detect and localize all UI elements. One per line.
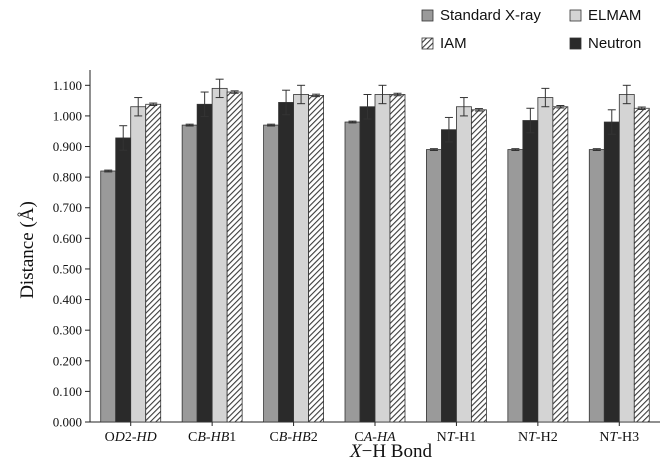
bar (389, 94, 406, 423)
bar (359, 106, 376, 423)
legend-swatch (421, 37, 434, 50)
bar (374, 94, 391, 423)
legend-label: ELMAM (588, 7, 641, 24)
bar (196, 103, 213, 423)
y-tick-label: 0.100 (53, 384, 82, 399)
bar (145, 103, 162, 423)
bar (263, 124, 279, 423)
legend-swatch (421, 9, 434, 22)
bar (293, 94, 309, 423)
x-tick-label: NT-H2 (518, 430, 558, 445)
x-tick-label: CB-HB2 (269, 430, 317, 445)
y-tick-label: 1.000 (53, 108, 82, 123)
y-tick-label: 0.400 (53, 292, 82, 307)
y-tick-label: 0.800 (53, 170, 82, 185)
chart-legend: Standard X-ray ELMAM IAM Neutron (421, 7, 641, 52)
bar (211, 87, 228, 423)
legend-label: IAM (440, 35, 467, 52)
x-tick-label: NT-H3 (599, 430, 639, 445)
bar (344, 121, 361, 423)
bar (588, 149, 605, 423)
bar (456, 106, 472, 423)
x-tick-label: CA-HA (354, 430, 396, 445)
bar (100, 170, 117, 423)
y-axis-title: Distance (Å) (17, 201, 38, 299)
bar (603, 121, 620, 423)
y-tick-label: 0.900 (53, 139, 82, 154)
bar (618, 94, 635, 423)
y-tick-label: 0.700 (53, 200, 82, 215)
y-tick-label: 0.600 (53, 231, 82, 246)
chart-axes: 0.000 0.100 0.200 0.300 0.400 0.500 0.600 0.700… (53, 70, 660, 445)
bar (552, 106, 569, 423)
bar (181, 124, 198, 423)
bar (507, 149, 524, 423)
x-tick-label: NT-H1 (437, 430, 477, 445)
bar (278, 102, 294, 423)
y-tick-label: 0.000 (53, 415, 82, 430)
y-tick-label: 1.100 (53, 78, 82, 93)
bar (426, 149, 442, 423)
y-tick-label: 0.200 (53, 353, 82, 368)
y-tick-label: 0.300 (53, 323, 82, 338)
bar (130, 106, 147, 423)
legend-swatch (569, 37, 582, 50)
legend-label: Standard X-ray (440, 7, 541, 24)
bar (226, 91, 243, 423)
bar (522, 120, 539, 423)
bar (115, 137, 132, 423)
bar (537, 97, 554, 423)
legend-swatch (569, 9, 582, 22)
bar (308, 95, 324, 423)
chart-bars (100, 78, 650, 423)
x-axis-title: X−H Bond (349, 441, 432, 462)
x-tick-label: CB-HB1 (188, 430, 236, 445)
bar (471, 109, 487, 423)
legend-label: Neutron (588, 35, 641, 52)
bar (441, 129, 457, 423)
bar (633, 107, 650, 423)
x-tick-label: OD2-HD (105, 430, 157, 445)
y-tick-label: 0.500 (53, 261, 82, 276)
